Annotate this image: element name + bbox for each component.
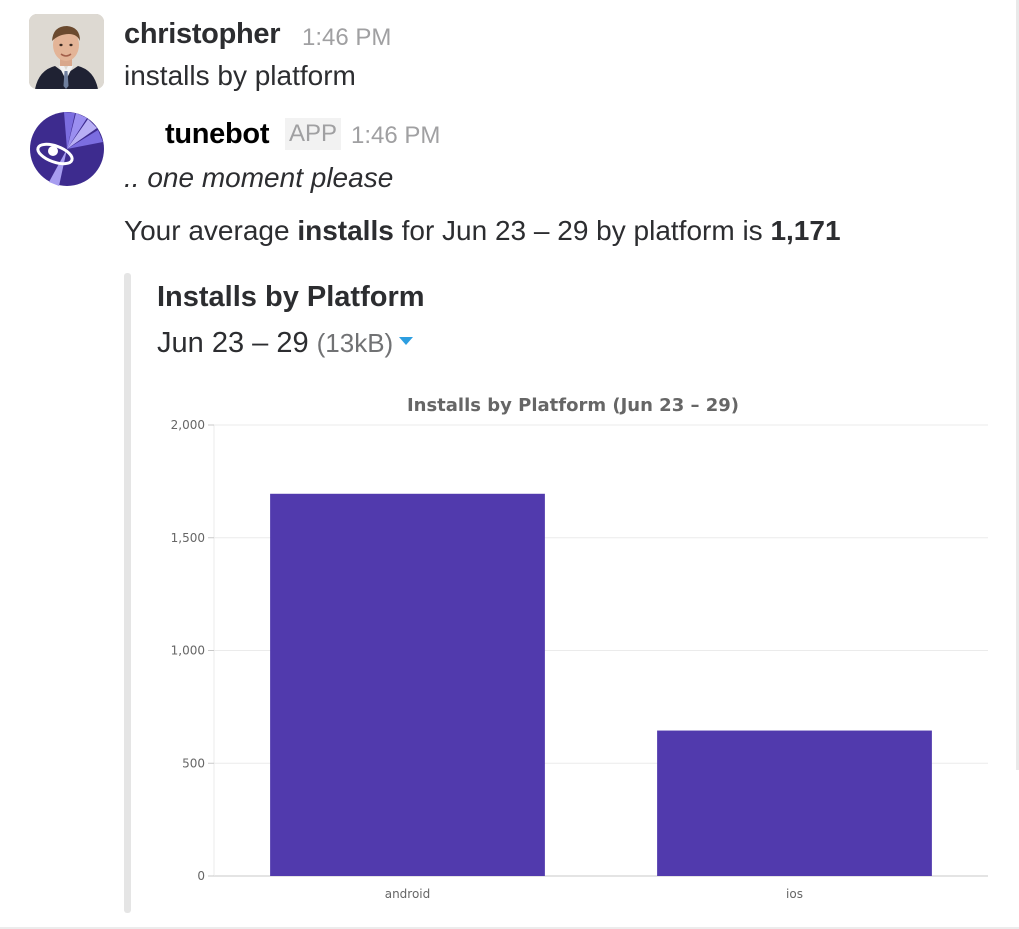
- message-text: installs by platform: [124, 60, 356, 91]
- user-avatar[interactable]: [29, 14, 104, 89]
- summary-prefix: Your average: [124, 215, 298, 246]
- window-bottom-edge: [0, 927, 1019, 929]
- expand-caret-icon[interactable]: [399, 337, 414, 346]
- attachment-date-range: Jun 23 – 29: [157, 327, 309, 359]
- window-edge: [1016, 0, 1019, 770]
- bot-avatar[interactable]: [29, 110, 105, 188]
- attachment-file-size: (13kB): [316, 328, 394, 358]
- tunebot-logo-icon: [30, 112, 104, 186]
- person-photo-icon: [29, 14, 104, 89]
- attachment-border: [124, 273, 131, 913]
- bar-android[interactable]: [270, 493, 545, 876]
- attachment-title[interactable]: Installs by Platform: [157, 281, 425, 313]
- sender-name[interactable]: christopher: [124, 18, 281, 50]
- app-badge: APP: [285, 118, 342, 150]
- attachment-subtitle: Jun 23 – 29 (13kB): [157, 327, 414, 360]
- message-timestamp[interactable]: 1:46 PM: [302, 24, 392, 51]
- bot-name[interactable]: tunebot: [165, 118, 270, 150]
- installs-bar-chart[interactable]: Installs by Platform (Jun 23 – 29) 0 500 1…: [140, 390, 1000, 910]
- y-tick-label: 1,000: [171, 644, 205, 658]
- x-tick-label: ios: [786, 887, 803, 901]
- y-tick-label: 500: [182, 756, 205, 770]
- y-tick-label: 1,500: [171, 531, 205, 545]
- summary-middle: for Jun 23 – 29 by platform is: [393, 215, 771, 246]
- x-tick-label: android: [385, 887, 431, 901]
- y-tick-label: 0: [197, 869, 205, 883]
- bot-summary-text: Your average installs for Jun 23 – 29 by…: [124, 215, 841, 247]
- bot-message-timestamp[interactable]: 1:46 PM: [351, 122, 441, 149]
- summary-value: 1,171: [770, 215, 841, 246]
- bar-ios[interactable]: [657, 730, 932, 876]
- bot-status-text: .. one moment please: [124, 162, 394, 193]
- chart-title: Installs by Platform (Jun 23 – 29): [407, 395, 739, 416]
- y-tick-label: 2,000: [171, 418, 205, 432]
- summary-metric: installs: [297, 215, 394, 246]
